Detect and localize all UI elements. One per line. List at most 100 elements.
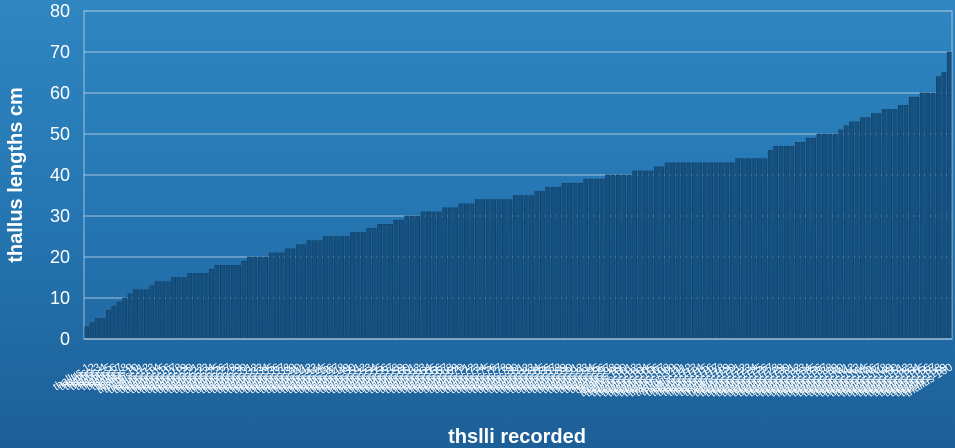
bar	[691, 162, 697, 340]
bar	[230, 265, 236, 340]
bar	[702, 162, 708, 340]
bar	[344, 236, 350, 340]
bar	[626, 174, 632, 340]
bar	[355, 232, 361, 340]
bar	[507, 199, 513, 340]
bar	[729, 162, 735, 340]
bar	[567, 182, 572, 340]
bar	[181, 277, 187, 340]
bar	[767, 150, 773, 340]
bar	[805, 137, 811, 340]
y-tick-label: 40	[50, 165, 70, 185]
bar	[274, 252, 279, 340]
bar	[860, 117, 865, 340]
bar	[312, 240, 317, 340]
bar	[84, 326, 90, 340]
bar	[361, 232, 366, 340]
bar	[469, 203, 475, 340]
bar	[827, 133, 833, 340]
bar	[713, 162, 719, 340]
bar	[789, 146, 795, 340]
bar	[518, 195, 524, 340]
bar	[914, 96, 920, 340]
bar	[664, 162, 670, 340]
bar	[122, 297, 128, 340]
bar	[420, 211, 426, 340]
bar	[616, 174, 621, 340]
bar	[529, 195, 534, 340]
bar	[214, 265, 220, 340]
bar	[892, 109, 898, 340]
bar	[263, 256, 269, 340]
bar	[388, 223, 393, 340]
bar	[225, 265, 231, 340]
bar	[442, 207, 448, 340]
y-tick-label: 10	[50, 288, 70, 308]
bar	[941, 72, 947, 340]
bar	[100, 318, 106, 340]
bar	[154, 281, 160, 340]
bar	[540, 191, 545, 340]
bar	[648, 170, 654, 340]
bar	[171, 277, 176, 340]
bar	[675, 162, 681, 340]
bar	[843, 125, 849, 340]
bar	[409, 215, 415, 340]
bar	[160, 281, 166, 340]
bar	[431, 211, 437, 340]
bar	[106, 310, 111, 340]
y-tick-label: 0	[60, 329, 70, 349]
bar	[257, 256, 263, 340]
bar	[881, 109, 887, 340]
bar	[453, 207, 458, 340]
bar	[399, 219, 404, 340]
bar	[279, 252, 285, 340]
bar	[908, 96, 914, 340]
bar	[366, 228, 372, 340]
bar	[268, 252, 274, 340]
bar	[735, 158, 741, 340]
bar	[708, 162, 713, 340]
bar	[323, 236, 328, 340]
bar	[838, 129, 844, 340]
bar	[870, 113, 876, 340]
bar	[757, 158, 762, 340]
bar	[556, 187, 562, 340]
bar	[377, 223, 383, 340]
bar	[898, 105, 903, 340]
bar	[849, 121, 854, 340]
bar	[854, 121, 860, 340]
bar	[724, 162, 730, 340]
y-tick-label: 50	[50, 124, 70, 144]
bar	[247, 256, 252, 340]
bar	[89, 322, 95, 340]
bar	[936, 76, 941, 340]
bar	[328, 236, 334, 340]
bar	[811, 137, 817, 340]
bar	[578, 182, 583, 340]
bar	[480, 199, 486, 340]
bar	[876, 113, 882, 340]
bar	[681, 162, 686, 340]
bar	[762, 158, 768, 340]
bar	[144, 289, 149, 340]
bar	[903, 105, 909, 340]
bar	[496, 199, 502, 340]
bar	[795, 141, 800, 340]
bar	[350, 232, 355, 340]
bar	[393, 219, 399, 340]
bar	[653, 166, 659, 340]
y-tick-label: 60	[50, 83, 70, 103]
bar	[572, 182, 578, 340]
x-axis-title: thslli recorded	[448, 426, 586, 448]
bar	[643, 170, 648, 340]
bar	[605, 174, 610, 340]
bar	[919, 92, 925, 340]
bar	[740, 158, 746, 340]
bar	[632, 170, 637, 340]
bar	[116, 301, 122, 340]
bar	[219, 265, 225, 340]
bar	[301, 244, 307, 340]
bar	[512, 195, 518, 340]
bar	[594, 178, 600, 340]
